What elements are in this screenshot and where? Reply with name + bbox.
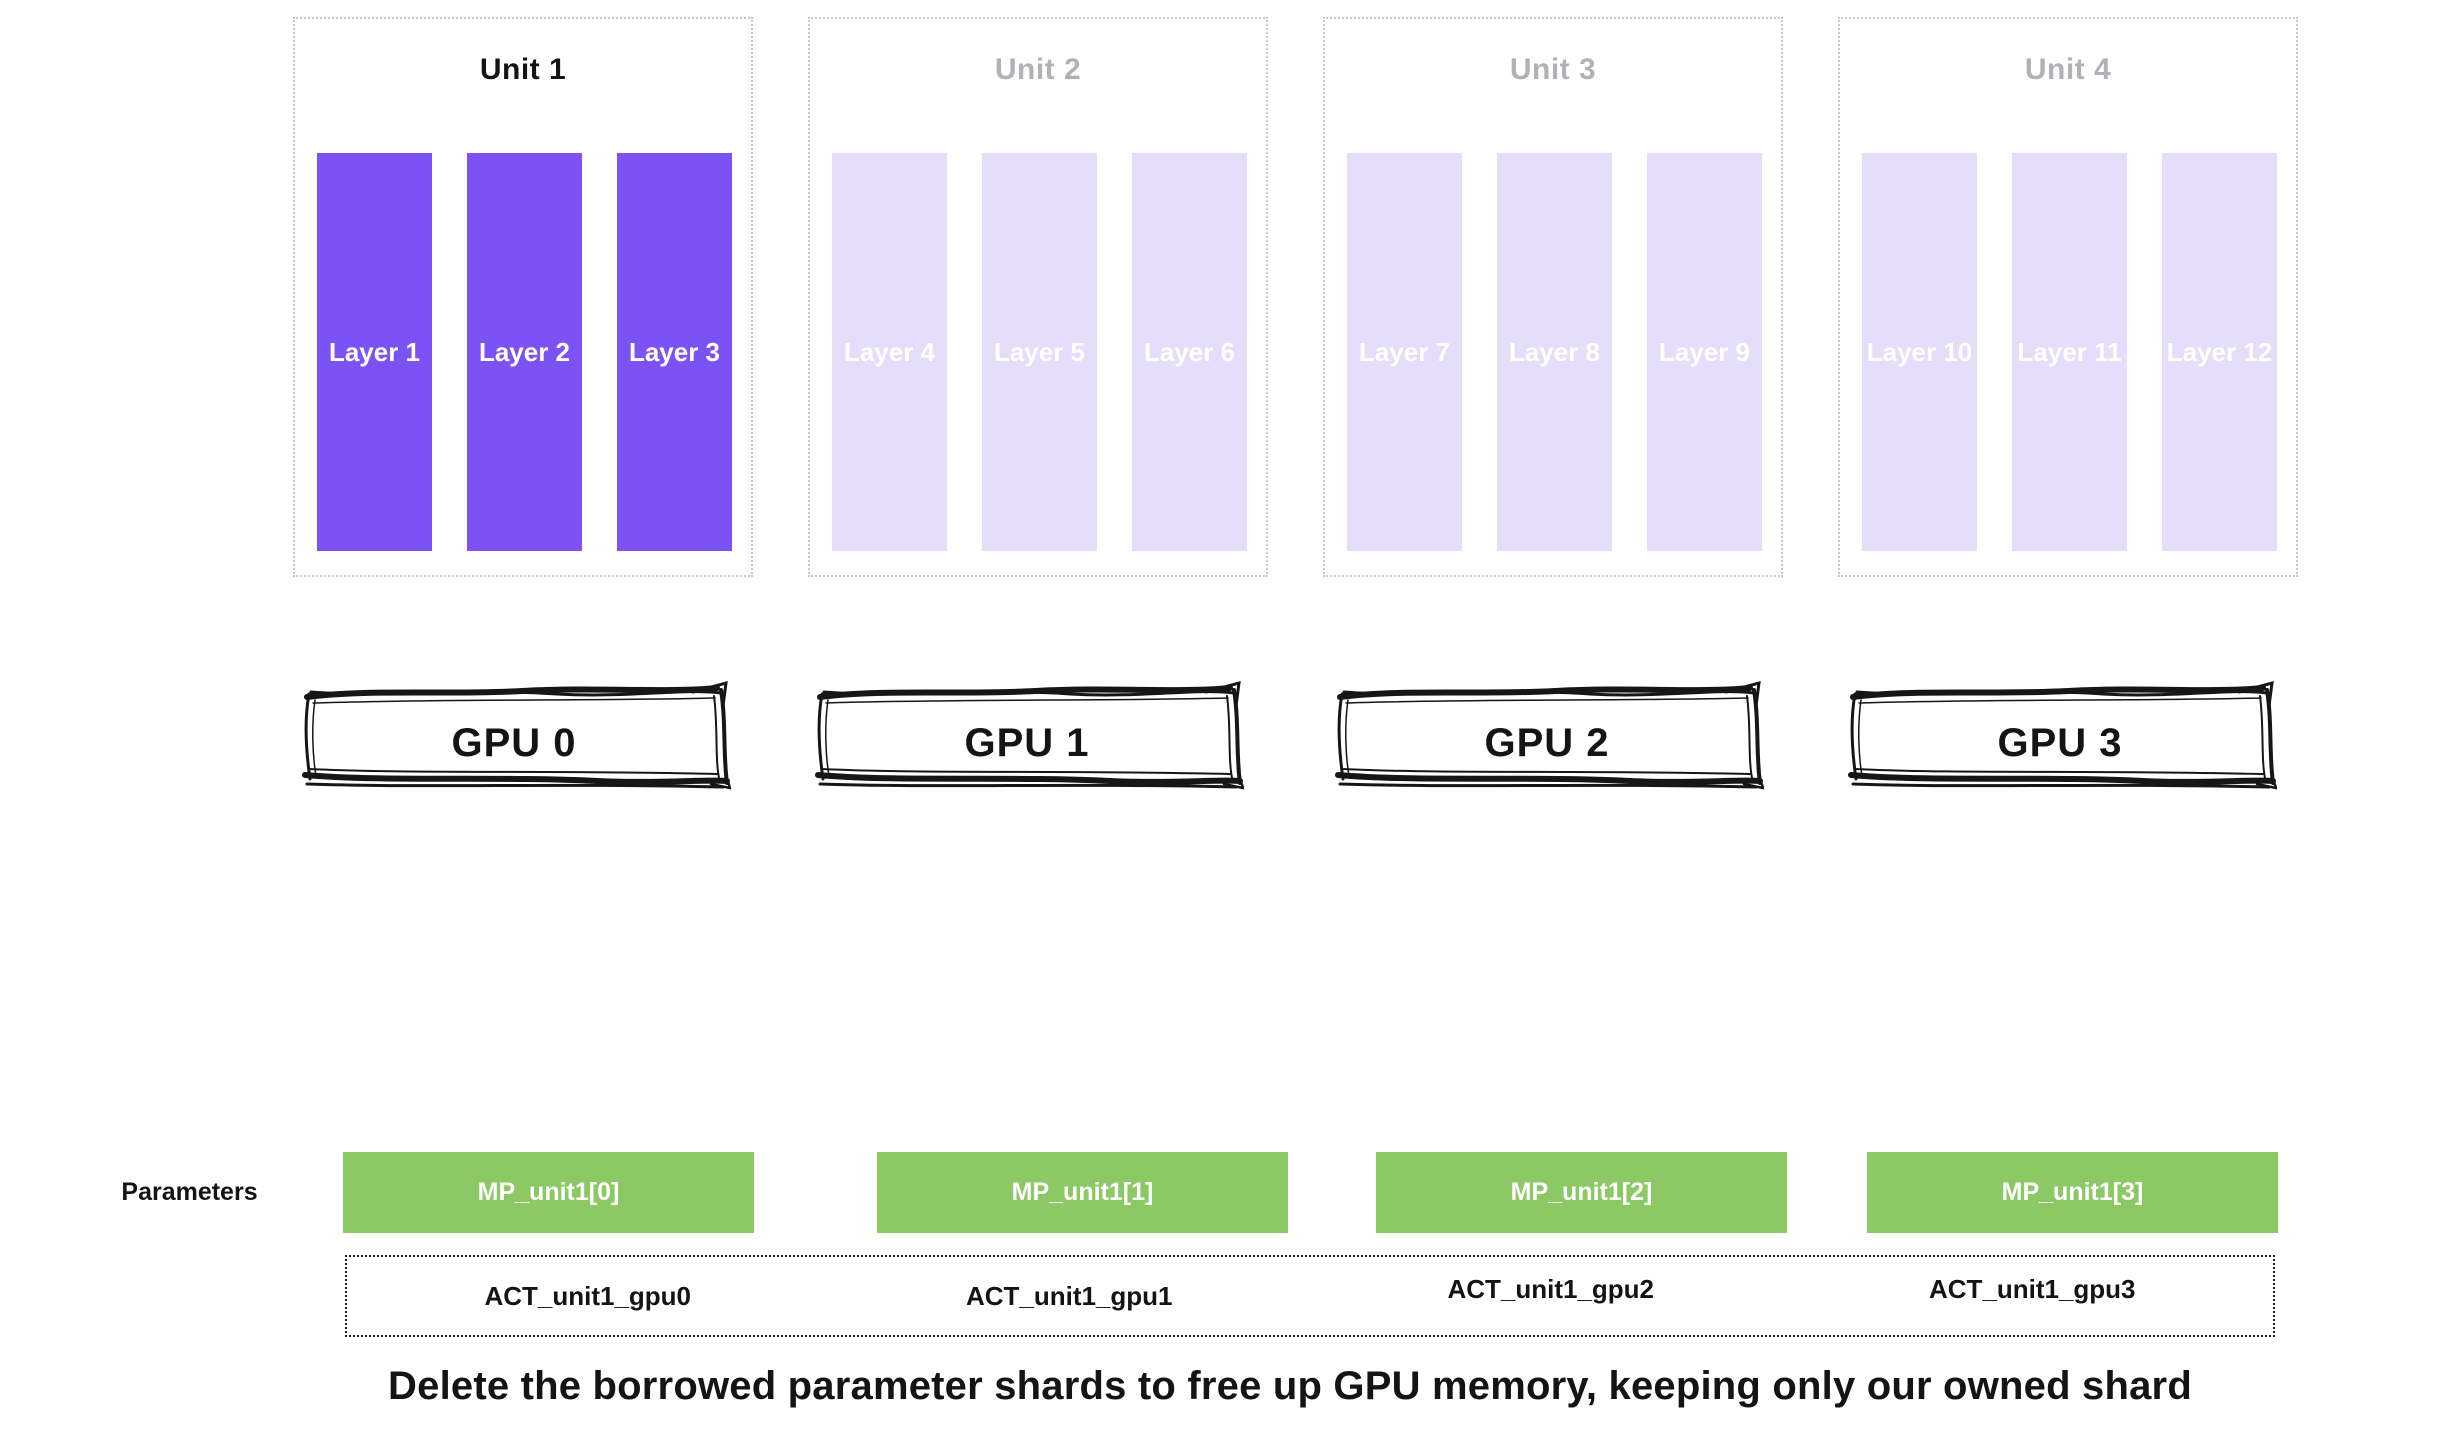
layer-bar: Layer 11: [2012, 153, 2127, 551]
layer-bar: Layer 10: [1862, 153, 1977, 551]
layer-bar: Layer 5: [982, 153, 1097, 551]
act-cell: ACT_unit1_gpu3: [1928, 1273, 2136, 1304]
unit-3-box: Unit 3 Layer 7 Layer 8 Layer 9: [1323, 17, 1783, 577]
mp-shard-label: MP_unit1[0]: [477, 1178, 620, 1206]
layer-bar: Layer 7: [1347, 153, 1462, 551]
layer-label: Layer 1: [328, 336, 421, 367]
mp-shard-label: MP_unit1[3]: [2001, 1178, 2144, 1206]
caption-text: Delete the borrowed parameter shards to …: [388, 1364, 2192, 1408]
gpu-0-box: GPU 0: [297, 676, 731, 794]
layer-bar: Layer 4: [832, 153, 947, 551]
unit-2-box: Unit 2 Layer 4 Layer 5 Layer 6: [808, 17, 1268, 577]
gpu-3-label: GPU 3: [1997, 720, 2123, 765]
mp-shard-bar: MP_unit1[1]: [877, 1152, 1288, 1233]
layer-label: Layer 2: [478, 336, 571, 367]
activations-box: ACT_unit1_gpu0 ACT_unit1_gpu1 ACT_unit1_…: [345, 1255, 2275, 1337]
layer-bar: Layer 3: [617, 153, 732, 551]
layer-label: Layer 8: [1508, 336, 1601, 367]
mp-shard-label: MP_unit1[1]: [1011, 1178, 1154, 1206]
layer-bar: Layer 9: [1647, 153, 1762, 551]
act-cell: ACT_unit1_gpu1: [965, 1280, 1173, 1311]
gpu-2-label: GPU 2: [1484, 720, 1610, 765]
mp-shard-label: MP_unit1[2]: [1510, 1178, 1653, 1206]
sketch-border-icon: [302, 680, 731, 790]
unit-1-title: Unit 1: [479, 53, 567, 86]
mp-shard-bar: MP_unit1[3]: [1867, 1152, 2278, 1233]
layer-label: Layer 10: [1866, 336, 1973, 367]
gpu-0-label: GPU 0: [451, 720, 577, 765]
unit-3-title: Unit 3: [1509, 53, 1597, 86]
layer-label: Layer 5: [993, 336, 1086, 367]
act-cell: ACT_unit1_gpu2: [1447, 1273, 1655, 1304]
layer-label: Layer 9: [1658, 336, 1751, 367]
gpu-3-box: GPU 3: [1843, 676, 2277, 794]
layer-bar: Layer 12: [2162, 153, 2277, 551]
layer-bar: Layer 2: [467, 153, 582, 551]
sketch-border-icon: [1335, 680, 1764, 790]
unit-2-title: Unit 2: [994, 53, 1082, 86]
sketch-border-icon: [1848, 680, 2277, 790]
mp-shard-bar: MP_unit1[0]: [343, 1152, 754, 1233]
gpu-2-box: GPU 2: [1330, 676, 1764, 794]
layer-label: Layer 12: [2166, 336, 2273, 367]
layer-bar: Layer 6: [1132, 153, 1247, 551]
layer-bar: Layer 1: [317, 153, 432, 551]
layer-label: Layer 11: [2017, 336, 2122, 367]
layer-label: Layer 4: [843, 336, 936, 367]
sketch-border-icon: [815, 680, 1244, 790]
gpu-1-box: GPU 1: [810, 676, 1244, 794]
unit-1-box: Unit 1 Layer 1 Layer 2 Layer 3: [293, 17, 753, 577]
unit-4-title: Unit 4: [2024, 53, 2112, 86]
gpu-1-label: GPU 1: [964, 720, 1090, 765]
parameters-row-label: Parameters: [121, 1178, 258, 1206]
layer-label: Layer 3: [628, 336, 721, 367]
layer-label: Layer 7: [1358, 336, 1451, 367]
layer-label: Layer 6: [1143, 336, 1236, 367]
mp-shard-bar: MP_unit1[2]: [1376, 1152, 1787, 1233]
act-cell: ACT_unit1_gpu0: [484, 1280, 692, 1311]
unit-4-box: Unit 4 Layer 10 Layer 11 Layer 12: [1838, 17, 2298, 577]
layer-bar: Layer 8: [1497, 153, 1612, 551]
